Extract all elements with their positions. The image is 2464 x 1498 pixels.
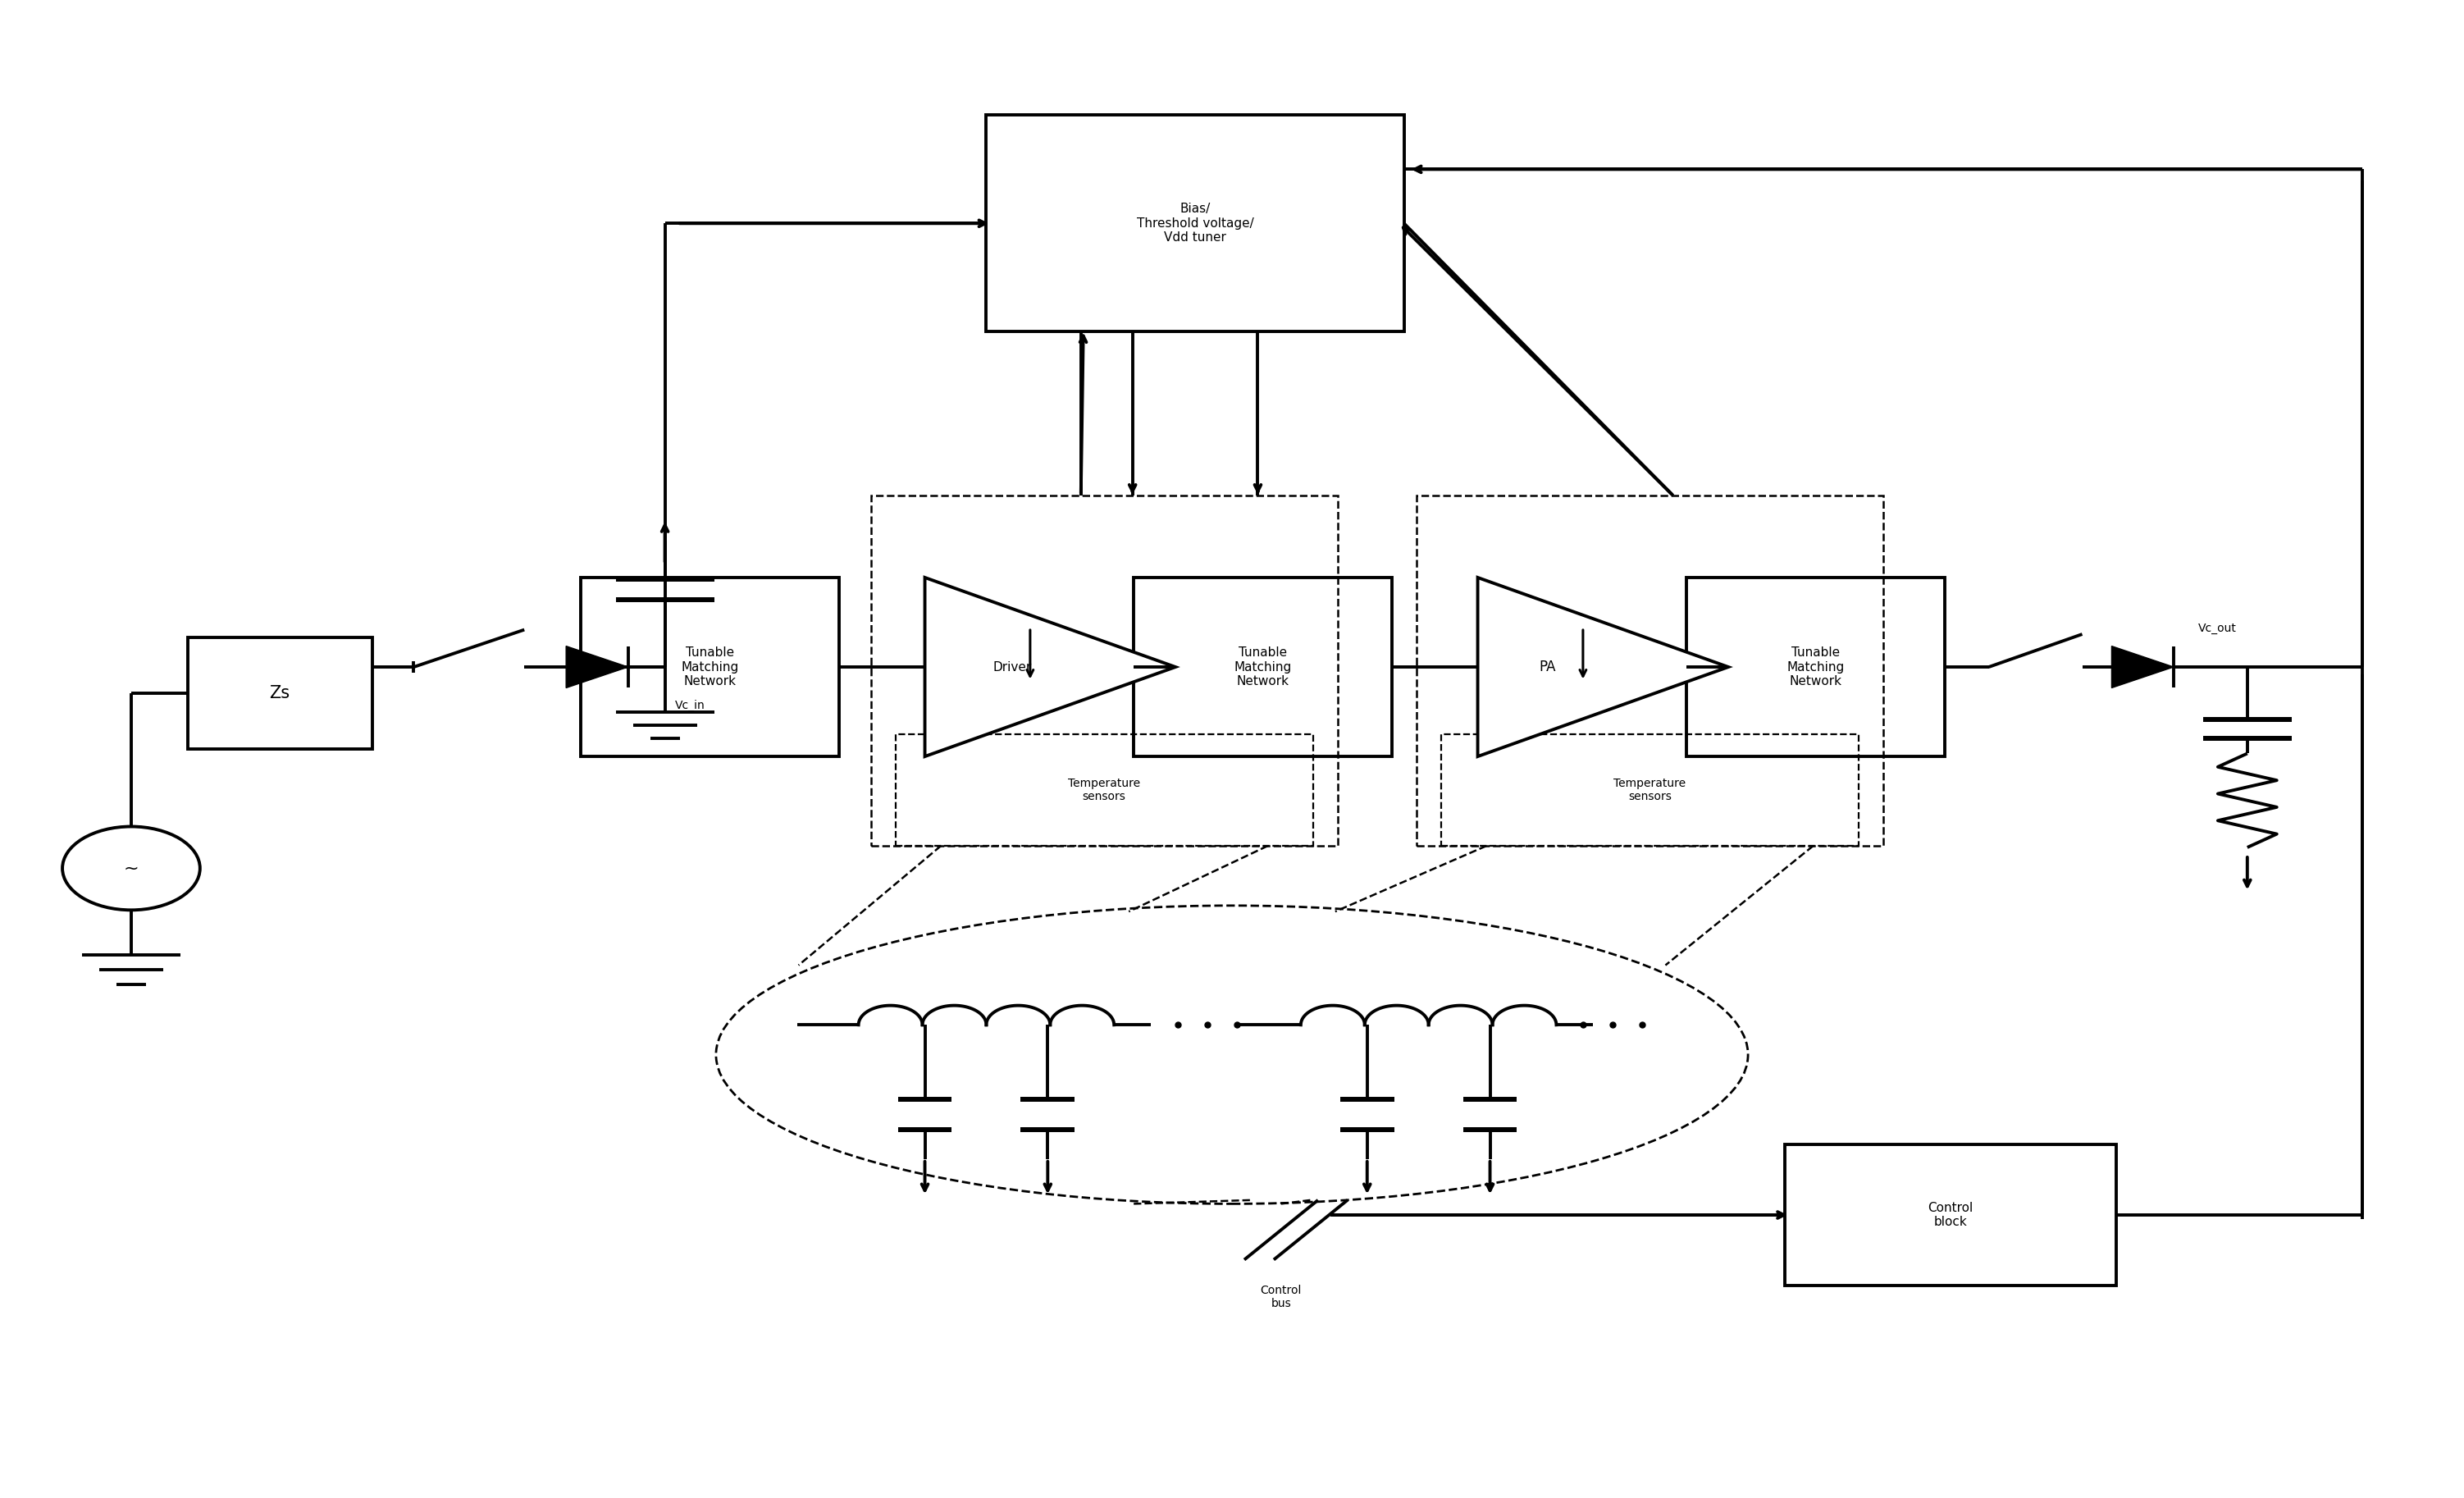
Polygon shape [924, 578, 1175, 756]
Polygon shape [2112, 646, 2173, 688]
Text: PA: PA [1540, 659, 1557, 674]
Bar [870, 496, 1338, 846]
Text: Tunable
Matching
Network: Tunable Matching Network [680, 647, 739, 688]
Text: Control
block: Control block [1927, 1201, 1974, 1228]
Text: Vc_in: Vc_in [675, 700, 705, 712]
Bar [1133, 578, 1392, 756]
Bar [582, 578, 838, 756]
Bar [894, 734, 1313, 846]
Polygon shape [1478, 578, 1727, 756]
Bar [187, 637, 372, 749]
Text: ~: ~ [123, 860, 138, 876]
Text: Temperature
sensors: Temperature sensors [1067, 777, 1141, 803]
Bar [986, 115, 1404, 331]
Bar [1441, 734, 1858, 846]
Bar [1417, 496, 1882, 846]
Bar [1685, 578, 1944, 756]
Text: Temperature
sensors: Temperature sensors [1614, 777, 1685, 803]
Polygon shape [567, 646, 628, 688]
Text: Vc_out: Vc_out [2198, 623, 2237, 634]
Bar [1784, 1144, 2117, 1285]
Text: Zs: Zs [269, 685, 291, 701]
Text: Bias/
Threshold voltage/
Vdd tuner: Bias/ Threshold voltage/ Vdd tuner [1136, 202, 1254, 244]
Text: Driver: Driver [993, 661, 1032, 673]
Text: Tunable
Matching
Network: Tunable Matching Network [1234, 647, 1291, 688]
Text: Tunable
Matching
Network: Tunable Matching Network [1786, 647, 1846, 688]
Text: Control
bus: Control bus [1262, 1285, 1301, 1309]
